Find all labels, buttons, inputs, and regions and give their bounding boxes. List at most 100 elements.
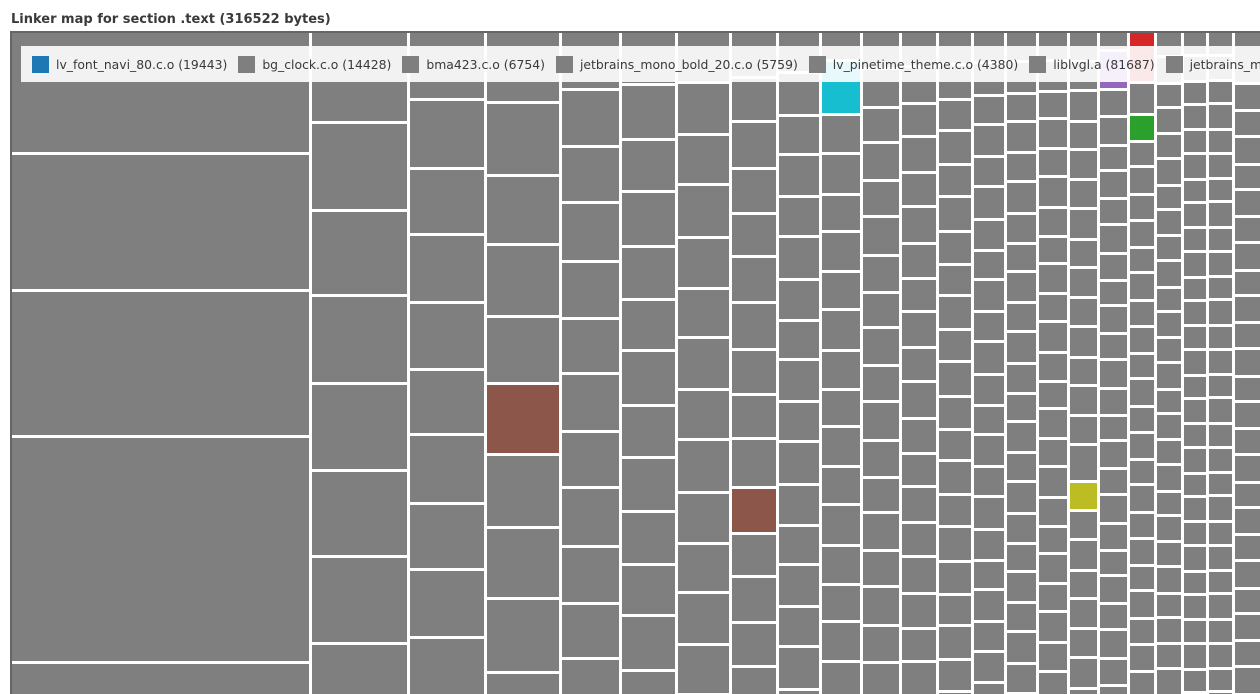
- treemap-cell-highlight: [1130, 116, 1154, 140]
- treemap-cell: [1130, 486, 1154, 511]
- treemap-cell: [902, 245, 936, 277]
- treemap-cell: [779, 527, 819, 563]
- treemap-cell: [622, 86, 675, 138]
- treemap-cell: [678, 594, 729, 643]
- treemap-cell: [822, 352, 860, 388]
- treemap-cell: [863, 514, 899, 549]
- treemap-cell: [562, 660, 619, 694]
- treemap-cell: [732, 578, 776, 621]
- treemap-cell: [1209, 327, 1232, 348]
- treemap-cell: [1130, 143, 1154, 165]
- treemap-cell: [1100, 577, 1127, 602]
- treemap-cell: [974, 97, 1004, 123]
- treemap-cell: [1007, 423, 1036, 451]
- treemap-cell: [1157, 187, 1181, 208]
- treemap-cell: [1235, 350, 1260, 375]
- treemap-cell: [1070, 123, 1097, 148]
- treemap-cell: [902, 663, 936, 694]
- treemap-cell: [1130, 274, 1154, 299]
- legend-item: bma423.c.o (6754): [402, 55, 545, 73]
- treemap-cell: [1070, 151, 1097, 178]
- treemap-cell: [1157, 595, 1181, 616]
- treemap-cell: [622, 301, 675, 349]
- treemap-cell: [1157, 262, 1181, 286]
- treemap-cell: [863, 109, 899, 141]
- treemap-cell: [1235, 403, 1260, 427]
- treemap-cell: [1100, 361, 1127, 387]
- treemap-cell: [562, 433, 619, 486]
- treemap-cell: [1007, 245, 1036, 270]
- treemap-cell: [1209, 229, 1232, 250]
- treemap-cell: [939, 297, 971, 328]
- treemap-cell: [562, 204, 619, 260]
- treemap-cell: [1235, 112, 1260, 135]
- treemap-cell: [1039, 120, 1067, 147]
- treemap-cell: [822, 547, 860, 583]
- treemap-cell: [822, 196, 860, 230]
- treemap-cell: [822, 663, 860, 694]
- treemap-cell: [939, 331, 971, 360]
- treemap-cell: [1157, 85, 1181, 106]
- treemap-cell: [974, 158, 1004, 185]
- treemap-cell: [1209, 351, 1232, 373]
- treemap-cell: [974, 653, 1004, 681]
- treemap-cell: [939, 398, 971, 428]
- treemap-cell: [902, 420, 936, 452]
- treemap-cell: [1007, 633, 1036, 662]
- treemap-cell: [732, 258, 776, 301]
- treemap-cell: [1209, 425, 1232, 446]
- treemap-cell: [622, 141, 675, 190]
- treemap-cell: [1007, 545, 1036, 570]
- treemap-cell: [902, 558, 936, 592]
- legend-item: lv_font_navi_80.c.o (19443): [32, 55, 227, 73]
- treemap-cell: [1070, 446, 1097, 480]
- treemap-cell: [1130, 380, 1154, 405]
- treemap-cell: [1130, 592, 1154, 617]
- treemap-cell: [974, 407, 1004, 433]
- treemap-cell: [1007, 515, 1036, 542]
- treemap-cell: [822, 623, 860, 660]
- treemap-cell: [939, 363, 971, 395]
- treemap-cell: [974, 562, 1004, 588]
- treemap-cell: [1007, 273, 1036, 301]
- treemap-cell: [732, 668, 776, 694]
- treemap-cell: [1007, 604, 1036, 630]
- treemap-cell: [1235, 166, 1260, 188]
- treemap-cell: [1130, 408, 1154, 431]
- treemap-cell: [939, 101, 971, 129]
- treemap-cell: [863, 627, 899, 661]
- treemap-cell: [1007, 454, 1036, 480]
- treemap-cell: [1209, 301, 1232, 324]
- legend-item: jetbrains_mono_bold_20.c.o (5759): [555, 55, 798, 73]
- treemap-cell: [779, 281, 819, 319]
- treemap-cell: [622, 193, 675, 245]
- legend-item-label: liblvgl.a (81687): [1053, 56, 1155, 72]
- legend-swatch: [1165, 55, 1183, 73]
- treemap-cell: [863, 294, 899, 326]
- treemap-cell: [1130, 222, 1154, 246]
- treemap-cell: [1070, 387, 1097, 414]
- legend-item: lv_pinetime_theme.c.o (4380): [808, 55, 1018, 73]
- treemap-cell: [562, 605, 619, 657]
- treemap-cell: [622, 407, 675, 456]
- treemap-cell: [1007, 215, 1036, 242]
- treemap-cell: [974, 376, 1004, 404]
- treemap-cell: [1209, 523, 1232, 544]
- treemap-cell: [1070, 181, 1097, 207]
- treemap-cell: [1100, 442, 1127, 467]
- treemap-cell: [1070, 512, 1097, 538]
- treemap-cell: [1157, 568, 1181, 592]
- treemap-cell: [779, 566, 819, 605]
- treemap-cell: [1039, 150, 1067, 175]
- treemap-cell: [678, 646, 729, 693]
- treemap-cell: [1007, 665, 1036, 692]
- treemap-cell: [1209, 497, 1232, 520]
- treemap-cell: [678, 186, 729, 236]
- treemap-cell: [487, 177, 559, 243]
- treemap-cell: [1157, 441, 1181, 463]
- legend-item: liblvgl.a (81687): [1029, 55, 1155, 73]
- treemap-cell: [312, 212, 407, 294]
- treemap-cell: [1157, 289, 1181, 310]
- legend-item-label: jetbrains_mono_76.c.o (3321): [1189, 56, 1260, 72]
- treemap-cell: [12, 155, 309, 289]
